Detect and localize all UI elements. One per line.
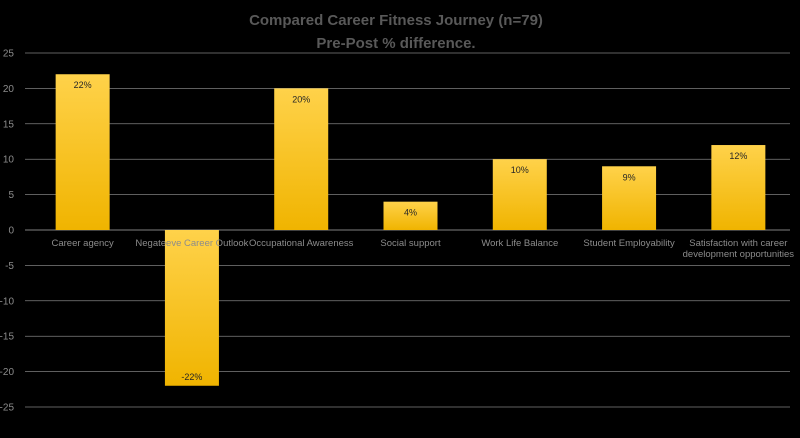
bars: [55, 74, 766, 386]
bar: [602, 166, 657, 230]
bar: [492, 159, 547, 230]
y-tick-label: -20: [0, 367, 14, 378]
y-tick-label: -15: [0, 332, 14, 343]
data-label: -22%: [181, 372, 202, 382]
y-tick-label: 10: [3, 155, 15, 166]
y-tick-label: -10: [0, 296, 14, 307]
bar: [711, 145, 766, 230]
x-axis-categories: Career agency Negateeve Career Outlook Occ…: [51, 238, 794, 260]
y-tick-label: 20: [3, 84, 15, 95]
y-tick-label: -5: [5, 261, 14, 272]
data-label: 9%: [623, 172, 636, 182]
data-label: 12%: [729, 151, 747, 161]
category-label: Satisfaction with career development oppo…: [683, 238, 795, 260]
category-label: Social support: [380, 238, 441, 249]
category-label: Occupational Awareness: [249, 238, 354, 249]
data-labels: 22% -22% 20% 4% 10% 9% 12%: [74, 80, 748, 382]
chart-title-line-1: Compared Career Fitness Journey (n=79): [249, 12, 543, 29]
data-label: 22%: [74, 80, 92, 90]
bar: [164, 230, 219, 386]
data-label: 20%: [292, 94, 310, 104]
category-label: Work Life Balance: [481, 238, 558, 249]
category-label: Negateeve Career Outlook: [135, 238, 248, 249]
y-tick-label: 0: [8, 226, 14, 237]
y-tick-label: 15: [3, 119, 15, 130]
data-label: 4%: [404, 208, 417, 218]
category-label: Student Employability: [583, 238, 675, 249]
chart-title-line-2: Pre-Post % difference.: [316, 35, 475, 52]
y-axis-ticks: 25 20 15 10 5 0 -5 -10 -15 -20 -25: [0, 49, 14, 414]
bar: [55, 74, 110, 231]
bar: [383, 201, 438, 230]
y-tick-label: 25: [3, 49, 15, 60]
category-label: Career agency: [51, 238, 114, 249]
y-tick-label: 5: [8, 190, 14, 201]
data-label: 10%: [511, 165, 529, 175]
bar: [274, 88, 329, 231]
y-tick-label: -25: [0, 403, 14, 414]
